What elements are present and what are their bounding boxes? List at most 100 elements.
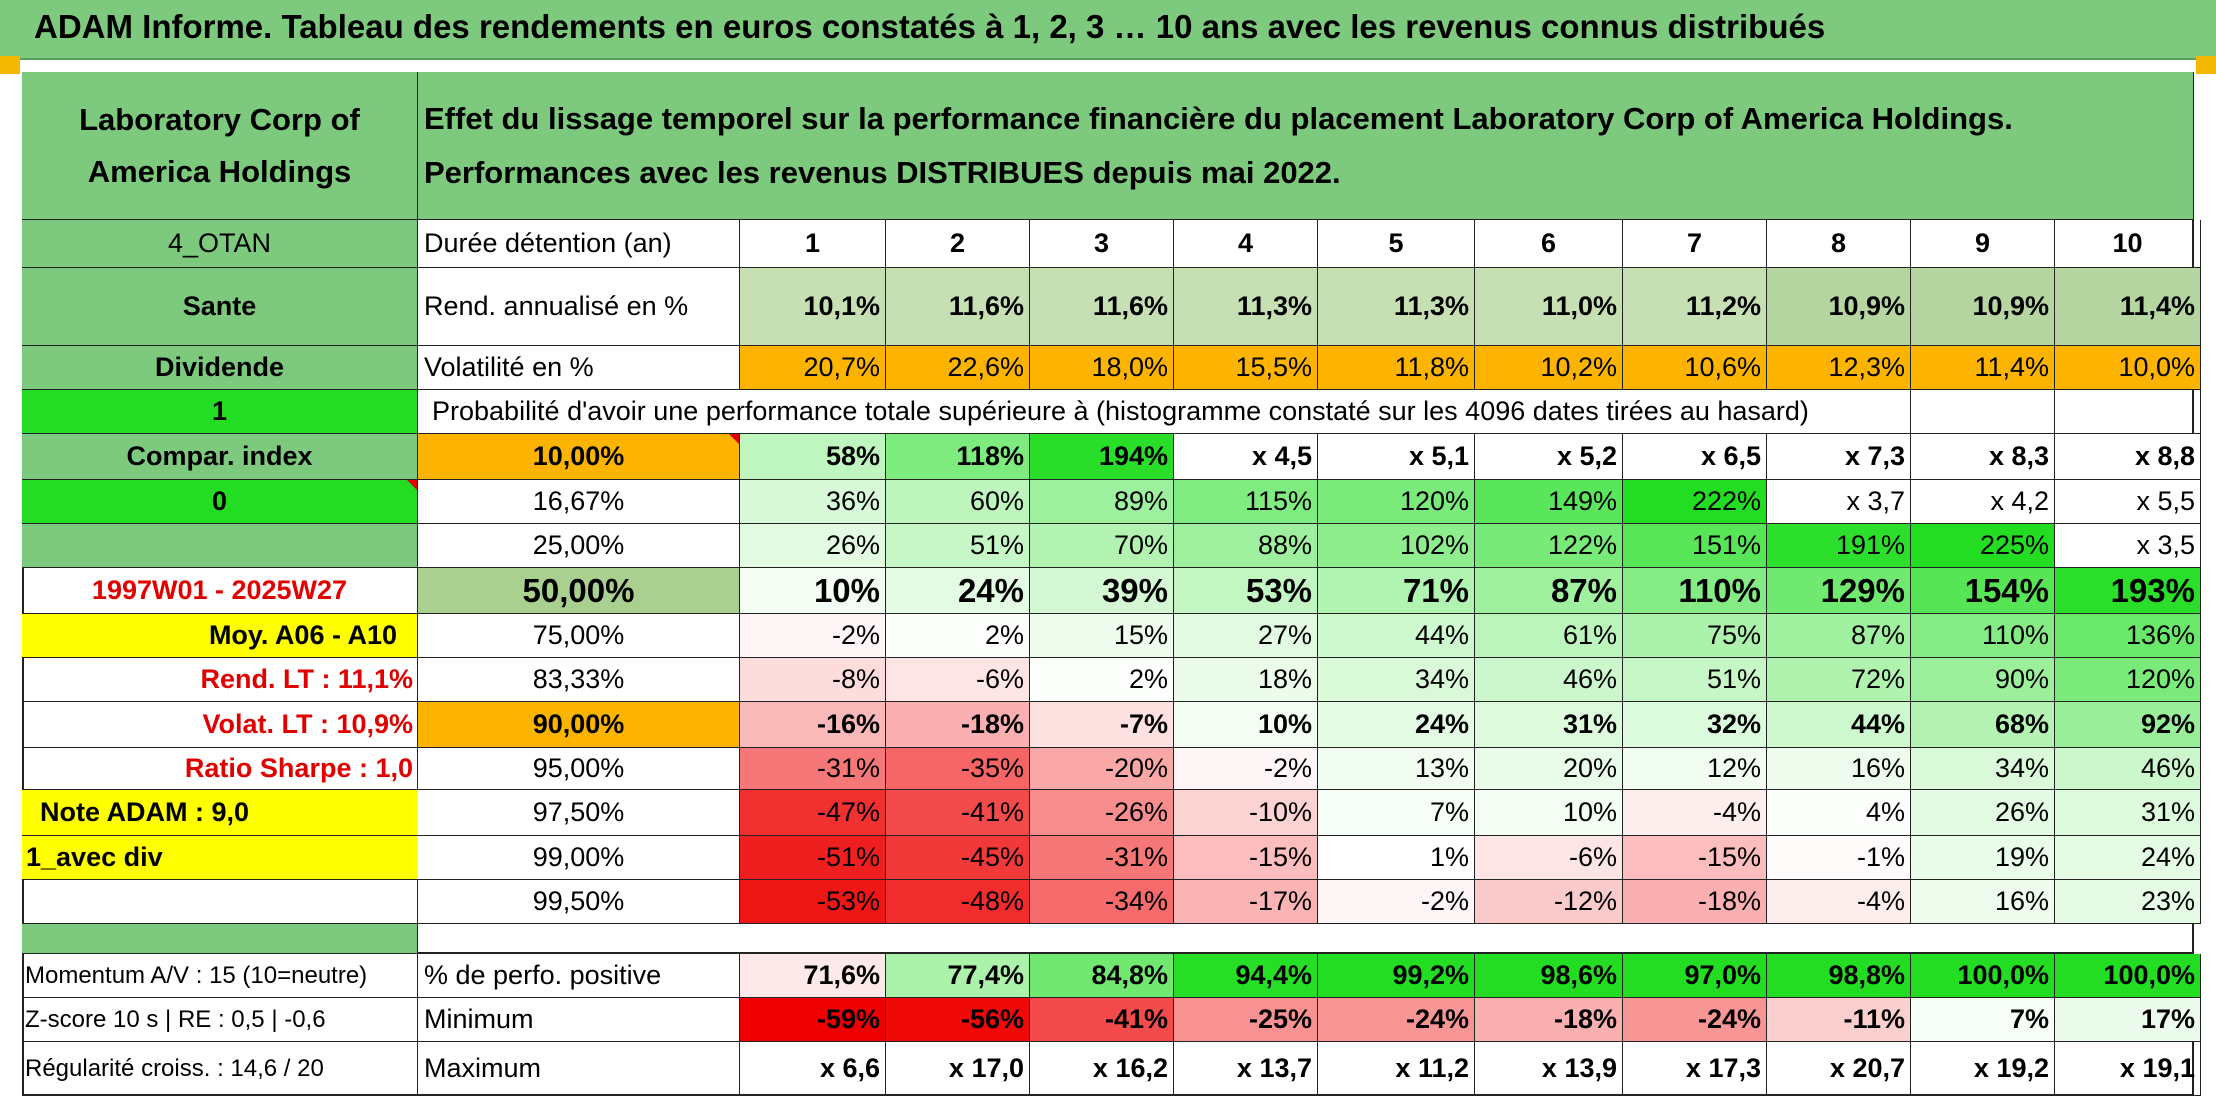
- quantile-value: 194%: [1030, 434, 1174, 480]
- maximum-value: x 13,7: [1174, 1042, 1318, 1096]
- volatility-label: Volatilité en %: [418, 346, 740, 390]
- quantile-value: x 7,3: [1767, 434, 1911, 480]
- positive-performance-value: 97,0%: [1623, 954, 1767, 998]
- adam-rating: Note ADAM : 9,0: [22, 790, 422, 836]
- quantile-row: 1997W01 - 2025W27 50,00% 10% 24% 39% 53% 71% 87…: [22, 568, 2201, 614]
- probability-threshold: 83,33%: [418, 658, 740, 702]
- quantile-value: -8%: [740, 658, 886, 702]
- year-header: 2: [886, 220, 1030, 268]
- header-row: Laboratory Corp of America Holdings Effet…: [22, 72, 2194, 220]
- quantile-value: 70%: [1030, 524, 1174, 568]
- positive-performance-value: 71,6%: [740, 954, 886, 998]
- dividend-mode: 1_avec div: [22, 836, 422, 880]
- quantile-value: x 4,5: [1174, 434, 1318, 480]
- quantile-value: 68%: [1911, 702, 2055, 748]
- minimum-value: -24%: [1623, 998, 1767, 1042]
- quantile-value: -7%: [1030, 702, 1174, 748]
- quantile-value: 26%: [740, 524, 886, 568]
- left-blank: [22, 924, 418, 954]
- quantile-value: 120%: [2055, 658, 2201, 702]
- period-label: 1997W01 - 2025W27: [22, 568, 418, 614]
- probability-caption: Probabilité d'avoir une performance tota…: [418, 390, 1911, 434]
- annualized-return-value: 11,6%: [1030, 268, 1174, 346]
- minimum-value: -56%: [886, 998, 1030, 1042]
- minimum-value: 7%: [1911, 998, 2055, 1042]
- quantile-row: Note ADAM : 9,0 97,50% -47% -41% -26% -10% 7% 1…: [22, 790, 2201, 836]
- holding-duration-label: Durée détention (an): [418, 220, 740, 268]
- performance-table: Laboratory Corp of America Holdings Effet…: [22, 72, 2201, 1096]
- long-term-volatility: Volat. LT : 10,9%: [22, 702, 418, 748]
- quantile-value: x 5,5: [2055, 480, 2201, 524]
- quantile-value: 110%: [1623, 568, 1767, 614]
- quantile-value: x 3,5: [2055, 524, 2201, 568]
- quantile-value: 44%: [1318, 614, 1475, 658]
- quantile-row: Compar. index 10,00% 58% 118% 194% x 4,5 x 5,1…: [22, 434, 2201, 480]
- quantile-value: 23%: [2055, 880, 2201, 924]
- blank-cell: [2055, 390, 2201, 434]
- quantile-row: Ratio Sharpe : 1,0 95,00% -31% -35% -20% -2% 1…: [22, 748, 2201, 790]
- annualized-return-value: 11,3%: [1318, 268, 1475, 346]
- momentum-label: Momentum A/V : 15 (10=neutre): [22, 954, 418, 998]
- maximum-value: x 11,2: [1318, 1042, 1475, 1096]
- sector-label: Sante: [22, 268, 418, 346]
- annualized-return-value: 11,3%: [1174, 268, 1318, 346]
- flag-zero: 0: [22, 480, 418, 524]
- quantile-value: 136%: [2055, 614, 2201, 658]
- maximum-value: x 19,2: [1911, 1042, 2055, 1096]
- probability-row: 1 Probabilité d'avoir une performance tot…: [22, 390, 2201, 434]
- quantile-value: -4%: [1767, 880, 1911, 924]
- quantile-value: 34%: [1318, 658, 1475, 702]
- minimum-row: Z-score 10 s | RE : 0,5 | -0,6 Minimum -59…: [22, 998, 2201, 1042]
- quantile-value: 36%: [740, 480, 886, 524]
- quantile-value: 18%: [1174, 658, 1318, 702]
- return-row: Sante Rend. annualisé en % 10,1% 11,6% 11,6%…: [22, 268, 2201, 346]
- quantile-value: 24%: [886, 568, 1030, 614]
- quantile-value: 16%: [1911, 880, 2055, 924]
- quantile-value: -20%: [1030, 748, 1174, 790]
- quantile-value: 58%: [740, 434, 886, 480]
- quantile-value: 24%: [2055, 836, 2201, 880]
- title-banner: ADAM Informe. Tableau des rendements en …: [0, 0, 2216, 60]
- year-header: 9: [1911, 220, 2055, 268]
- flag-one: 1: [22, 390, 418, 434]
- quantile-value: x 4,2: [1911, 480, 2055, 524]
- probability-threshold: 75,00%: [418, 614, 740, 658]
- volatility-value: 22,6%: [886, 346, 1030, 390]
- maximum-value: x 20,7: [1767, 1042, 1911, 1096]
- quantile-value: -17%: [1174, 880, 1318, 924]
- year-header: 7: [1623, 220, 1767, 268]
- maximum-value: x 16,2: [1030, 1042, 1174, 1096]
- year-header: 10: [2055, 220, 2201, 268]
- maximum-value: x 17,3: [1623, 1042, 1767, 1096]
- maximum-value: x 13,9: [1475, 1042, 1623, 1096]
- quantile-value: -18%: [1623, 880, 1767, 924]
- quantile-value: 60%: [886, 480, 1030, 524]
- quantile-value: x 5,2: [1475, 434, 1623, 480]
- quantile-value: 151%: [1623, 524, 1767, 568]
- positive-performance-row: Momentum A/V : 15 (10=neutre)% de perfo.…: [22, 954, 2201, 998]
- zscore-label: Z-score 10 s | RE : 0,5 | -0,6: [22, 998, 418, 1042]
- long-term-return: Rend. LT : 11,1%: [22, 658, 418, 702]
- positive-performance-value: 84,8%: [1030, 954, 1174, 998]
- positive-performance-value: 100,0%: [1911, 954, 2055, 998]
- quantile-value: 149%: [1475, 480, 1623, 524]
- positive-performance-value: 94,4%: [1174, 954, 1318, 998]
- quantile-value: -15%: [1174, 836, 1318, 880]
- quantile-value: 122%: [1475, 524, 1623, 568]
- year-header: 4: [1174, 220, 1318, 268]
- quantile-value: 32%: [1623, 702, 1767, 748]
- annualized-return-value: 10,9%: [1767, 268, 1911, 346]
- quantile-value: -2%: [740, 614, 886, 658]
- quantile-value: 129%: [1767, 568, 1911, 614]
- quantile-value: 222%: [1623, 480, 1767, 524]
- quantile-value: 89%: [1030, 480, 1174, 524]
- quantile-value: 154%: [1911, 568, 2055, 614]
- quantile-value: 75%: [1623, 614, 1767, 658]
- quantile-value: -1%: [1767, 836, 1911, 880]
- quantile-value: 46%: [1475, 658, 1623, 702]
- quantile-value: -48%: [886, 880, 1030, 924]
- group-label: 4_OTAN: [22, 220, 418, 268]
- quantile-value: x 8,8: [2055, 434, 2201, 480]
- volatility-value: 10,0%: [2055, 346, 2201, 390]
- quantile-value: 39%: [1030, 568, 1174, 614]
